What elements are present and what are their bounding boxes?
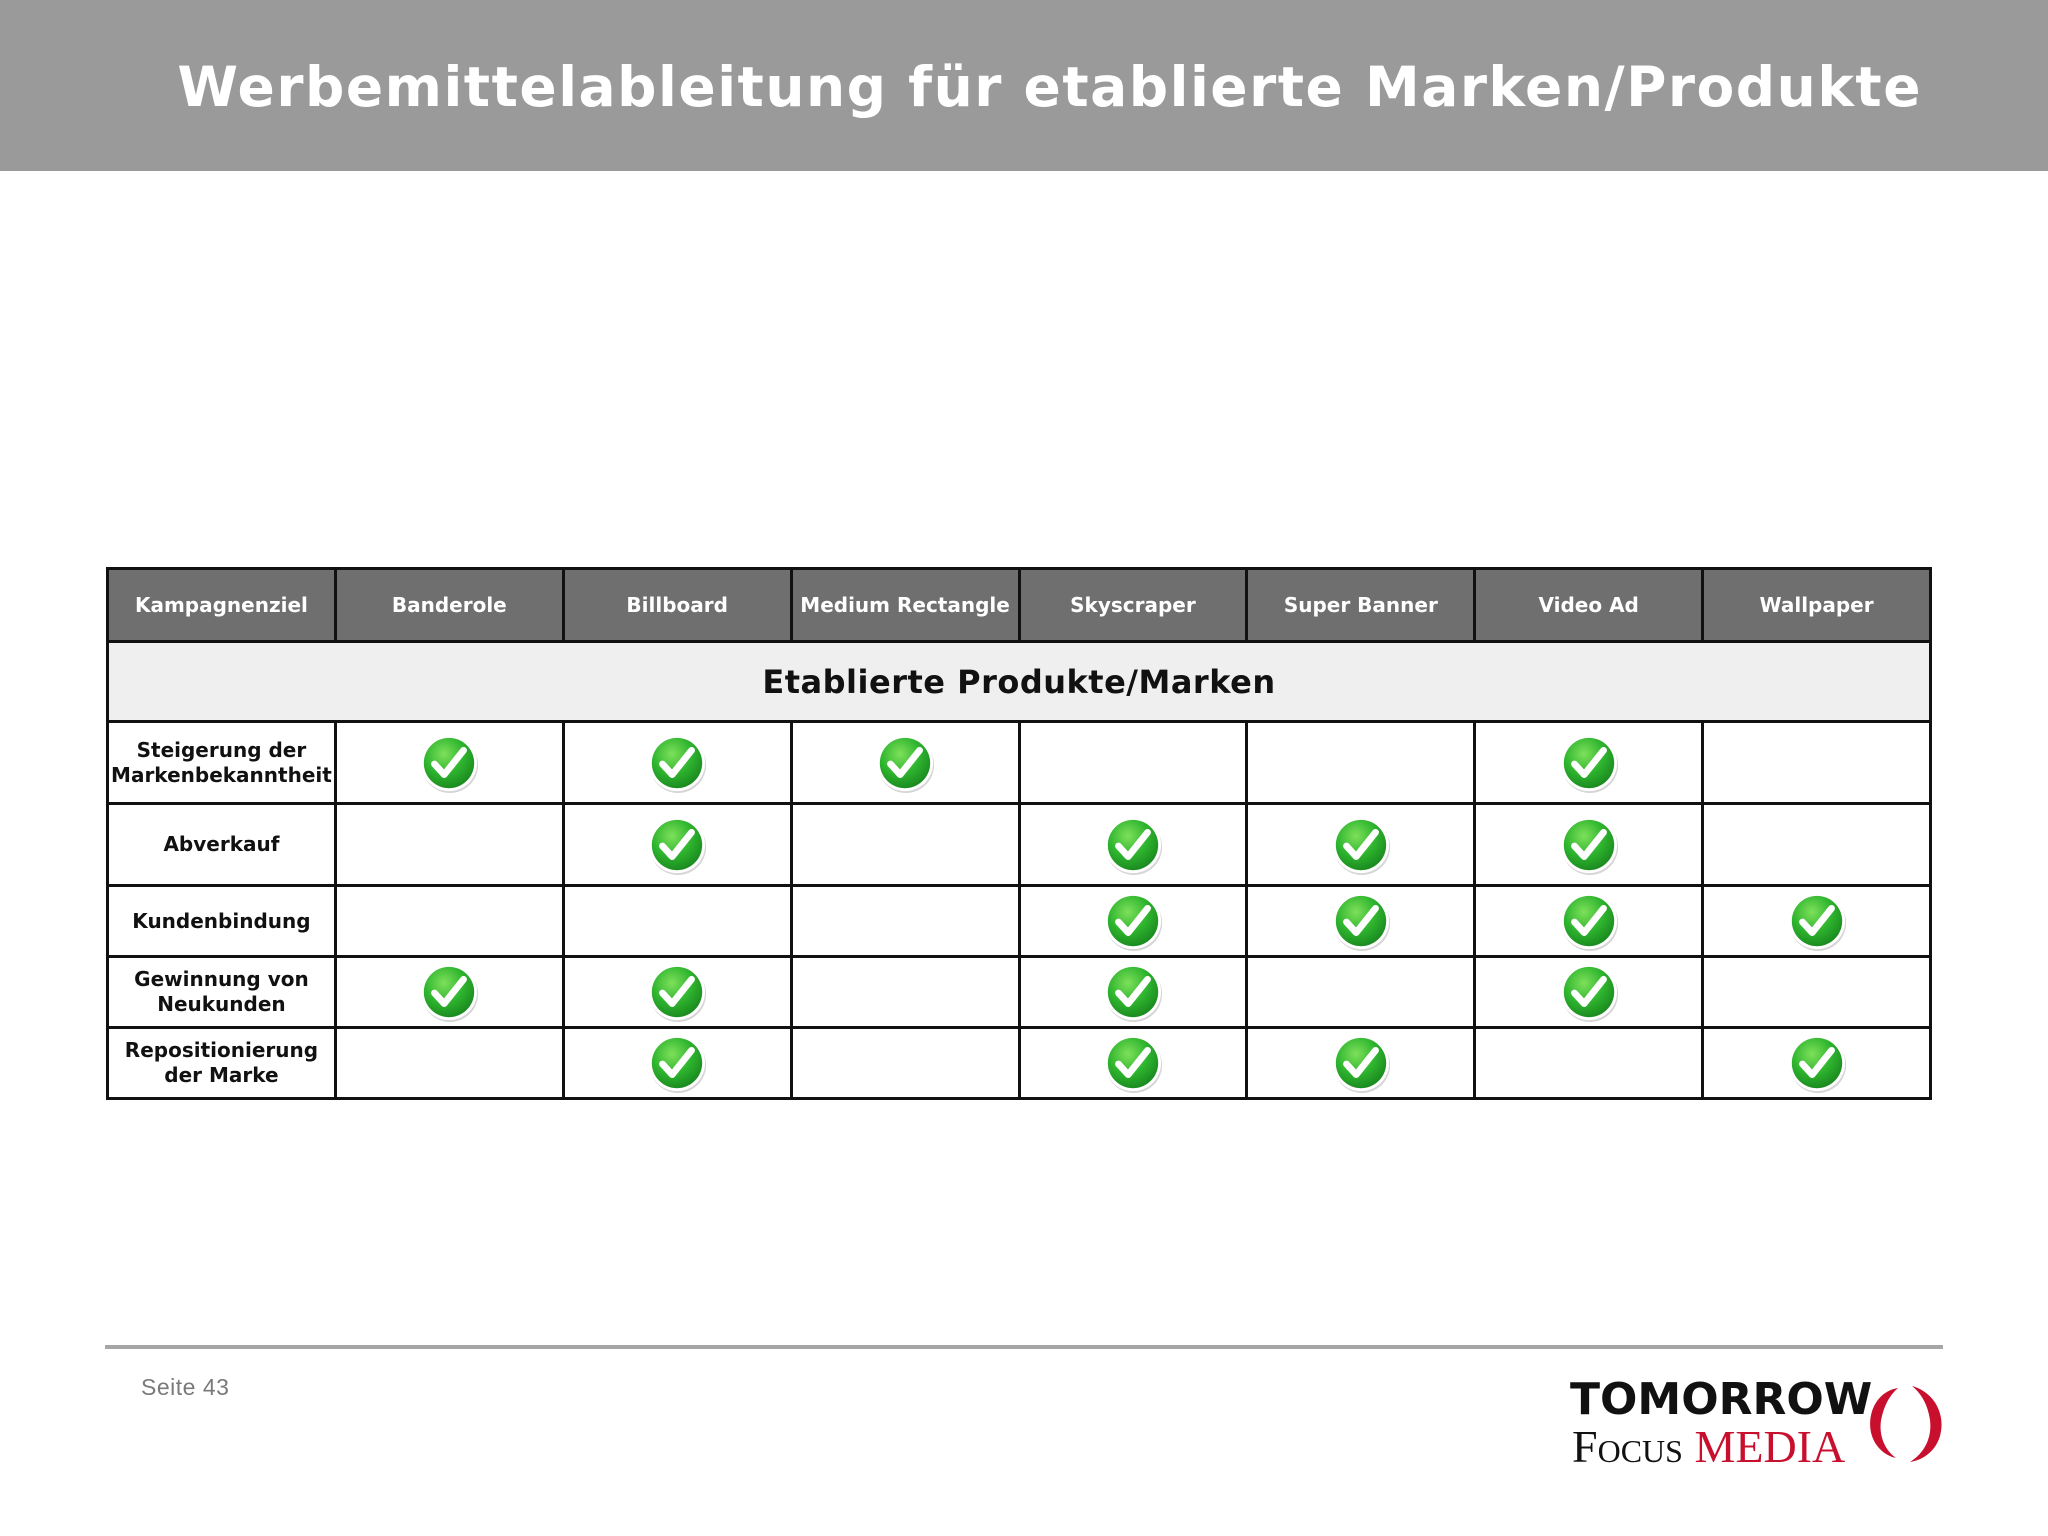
checkmark-icon: [1102, 1032, 1164, 1094]
cell-super-banner: [1245, 884, 1477, 958]
cell-banderole: [333, 884, 565, 958]
cell-super-banner: [1245, 1026, 1477, 1100]
campaign-goal-matrix: Kampagnenziel Banderole Billboard Medium…: [106, 567, 1932, 1100]
matrix-row: Steigerung der Markenbekanntheit: [106, 720, 1932, 805]
cell-super-banner: [1245, 720, 1477, 805]
footer-divider: [105, 1345, 1943, 1349]
matrix-row: Abverkauf: [106, 802, 1932, 887]
cell-video-ad: [1473, 720, 1705, 805]
matrix-row: Gewinnung von Neukunden: [106, 955, 1932, 1029]
cell-video-ad: [1473, 802, 1705, 887]
cell-banderole: [333, 802, 565, 887]
checkmark-icon: [1786, 1032, 1848, 1094]
cell-super-banner: [1245, 955, 1477, 1029]
cell-billboard: [561, 720, 793, 805]
cell-medium-rectangle: [789, 802, 1021, 887]
checkmark-icon: [1558, 732, 1620, 794]
column-header-wallpaper: Wallpaper: [1701, 567, 1932, 643]
checkmark-icon: [1102, 961, 1164, 1023]
column-header-row: Kampagnenziel Banderole Billboard Medium…: [106, 567, 1932, 643]
column-header-video-ad: Video Ad: [1473, 567, 1705, 643]
checkmark-icon: [1330, 1032, 1392, 1094]
goal-label: Repositionierung der Marke: [106, 1026, 337, 1100]
cell-super-banner: [1245, 802, 1477, 887]
goal-label: Kundenbindung: [106, 884, 337, 958]
checkmark-icon: [1558, 814, 1620, 876]
cell-skyscraper: [1017, 802, 1249, 887]
column-header-banderole: Banderole: [333, 567, 565, 643]
checkmark-icon: [646, 961, 708, 1023]
logo-swoosh-icon: [1870, 1386, 1942, 1462]
cell-billboard: [561, 802, 793, 887]
cell-wallpaper: [1701, 1026, 1932, 1100]
checkmark-icon: [1102, 814, 1164, 876]
cell-billboard: [561, 884, 793, 958]
page-number: Seite 43: [141, 1374, 230, 1400]
cell-billboard: [561, 1026, 793, 1100]
cell-banderole: [333, 955, 565, 1029]
logo-text-focus-media: Focus MEDIA: [1572, 1420, 1845, 1473]
checkmark-icon: [1330, 890, 1392, 952]
checkmark-icon: [874, 732, 936, 794]
cell-video-ad: [1473, 884, 1705, 958]
checkmark-icon: [646, 814, 708, 876]
checkmark-icon: [1330, 814, 1392, 876]
column-header-super-banner: Super Banner: [1245, 567, 1477, 643]
cell-video-ad: [1473, 1026, 1705, 1100]
logo-text-media: MEDIA: [1694, 1421, 1846, 1472]
goal-label: Gewinnung von Neukunden: [106, 955, 337, 1029]
logo-text-tomorrow: TOMORROW: [1570, 1374, 1873, 1425]
column-header-billboard: Billboard: [561, 567, 793, 643]
checkmark-icon: [646, 1032, 708, 1094]
cell-wallpaper: [1701, 884, 1932, 958]
checkmark-icon: [1558, 890, 1620, 952]
cell-skyscraper: [1017, 884, 1249, 958]
slide-title: Werbemittelableitung für etablierte Mark…: [177, 55, 1922, 119]
section-heading: Etablierte Produkte/Marken: [106, 640, 1932, 723]
cell-skyscraper: [1017, 720, 1249, 805]
column-header-skyscraper: Skyscraper: [1017, 567, 1249, 643]
cell-wallpaper: [1701, 955, 1932, 1029]
cell-wallpaper: [1701, 720, 1932, 805]
checkmark-icon: [418, 961, 480, 1023]
checkmark-icon: [1558, 961, 1620, 1023]
title-bar: Werbemittelableitung für etablierte Mark…: [0, 0, 2048, 171]
checkmark-icon: [1786, 890, 1848, 952]
cell-video-ad: [1473, 955, 1705, 1029]
cell-medium-rectangle: [789, 884, 1021, 958]
checkmark-icon: [418, 732, 480, 794]
checkmark-icon: [646, 732, 708, 794]
cell-skyscraper: [1017, 955, 1249, 1029]
checkmark-icon: [1102, 890, 1164, 952]
section-row: Etablierte Produkte/Marken: [106, 640, 1932, 723]
column-header-medium-rectangle: Medium Rectangle: [789, 567, 1021, 643]
matrix-row: Kundenbindung: [106, 884, 1932, 958]
cell-medium-rectangle: [789, 720, 1021, 805]
goal-label: Steigerung der Markenbekanntheit: [106, 720, 337, 805]
matrix-row: Repositionierung der Marke: [106, 1026, 1932, 1100]
goal-label: Abverkauf: [106, 802, 337, 887]
logo-text-focus: Focus: [1572, 1421, 1683, 1472]
cell-medium-rectangle: [789, 1026, 1021, 1100]
cell-banderole: [333, 1026, 565, 1100]
cell-skyscraper: [1017, 1026, 1249, 1100]
cell-billboard: [561, 955, 793, 1029]
cell-banderole: [333, 720, 565, 805]
tomorrow-focus-media-logo: TOMORROW Focus MEDIA: [1560, 1372, 1950, 1472]
column-header-kampagnenziel: Kampagnenziel: [106, 567, 337, 643]
cell-medium-rectangle: [789, 955, 1021, 1029]
cell-wallpaper: [1701, 802, 1932, 887]
